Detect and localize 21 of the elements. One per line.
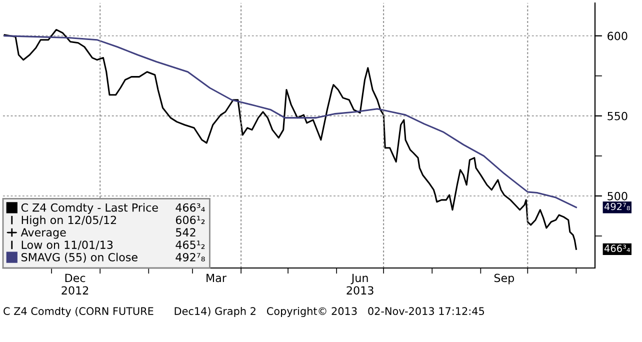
annotation: 465¹₂ [176, 240, 205, 249]
x-tick-label: Jun 2013 [346, 274, 374, 295]
annotation: 492⁷₈ [176, 253, 205, 262]
annotation: 542 [176, 228, 196, 237]
y-tick-label: 500 [608, 192, 628, 200]
x-tick-label: Sep [494, 274, 514, 284]
line-series [4, 28, 577, 250]
annotation: Low on 11/01/13 [22, 240, 113, 250]
legend-label: C Z4 Comdty - Last Price [21, 203, 158, 214]
y-tick-label: 600 [608, 32, 628, 40]
x-tick-label: Dec 2012 [62, 274, 88, 295]
annotation: Average [20, 228, 66, 239]
annotation: 492⁷₈ [604, 202, 630, 210]
annotation: High on 12/05/12 [22, 216, 116, 226]
annotation: 466³₄ [604, 244, 630, 252]
text: C Z4 Comdty (CORN FUTURE Dec14) Graph 2 Copyright© 2013 02-Nov-2013 17:12:45 [4, 306, 484, 318]
annotation: 606¹₂ [176, 216, 205, 224]
x-tick-label: Mar [206, 274, 226, 282]
annotation: 466³₄ [176, 203, 205, 212]
y-tick-label: 550 [608, 112, 628, 120]
legend-label: SMAVG (55) on Close [22, 252, 138, 263]
